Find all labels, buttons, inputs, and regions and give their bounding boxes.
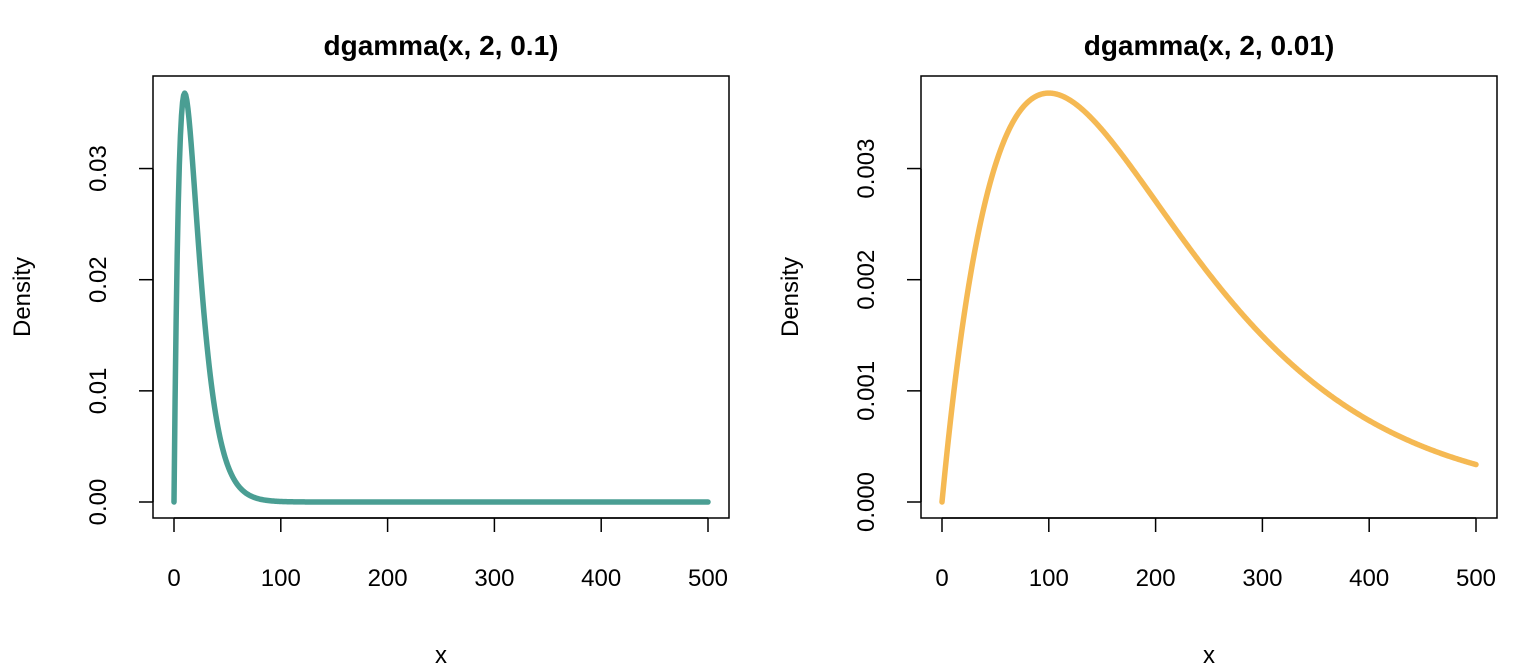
x-axis: 0 100 200 300 400 500 x — [935, 517, 1496, 669]
y-axis: 0.00 0.01 0.02 0.03 Density — [9, 145, 154, 526]
x-tick-label: 200 — [368, 565, 408, 592]
y-tick-label: 0.03 — [85, 145, 112, 192]
x-axis-label: x — [1203, 642, 1215, 669]
x-tick-label: 200 — [1136, 565, 1176, 592]
x-tick-label: 0 — [935, 565, 948, 592]
x-tick-label: 0 — [167, 565, 180, 592]
panel-left: dgamma(x, 2, 0.1) 0 100 200 300 400 500 x 0.0… — [9, 30, 730, 669]
plot-frame — [152, 75, 730, 519]
x-tick-label: 300 — [1242, 565, 1282, 592]
y-tick-label: 0.000 — [853, 472, 880, 532]
y-tick-label: 0.01 — [85, 367, 112, 414]
x-tick-label: 400 — [1349, 565, 1389, 592]
y-tick-label: 0.003 — [853, 139, 880, 199]
x-tick-label: 500 — [1456, 565, 1496, 592]
y-tick-label: 0.001 — [853, 361, 880, 421]
x-tick-label: 400 — [581, 565, 621, 592]
y-tick-label: 0.00 — [85, 479, 112, 526]
x-tick-label: 100 — [261, 565, 301, 592]
x-axis-label: x — [435, 642, 447, 669]
panel-right: dgamma(x, 2, 0.01) 0 100 200 300 400 500 x 0.… — [777, 30, 1498, 669]
x-tick-label: 500 — [688, 565, 728, 592]
density-series — [939, 90, 1479, 505]
y-axis-label: Density — [9, 257, 36, 337]
y-axis-label: Density — [777, 257, 804, 337]
y-tick-label: 0.02 — [85, 256, 112, 303]
y-axis: 0.000 0.001 0.002 0.003 Density — [777, 139, 922, 532]
chart-title: dgamma(x, 2, 0.01) — [1084, 30, 1335, 61]
y-tick-label: 0.002 — [853, 250, 880, 310]
plot-frame — [920, 75, 1498, 519]
x-tick-label: 100 — [1029, 565, 1069, 592]
density-line — [171, 90, 711, 505]
x-tick-label: 300 — [474, 565, 514, 592]
x-axis: 0 100 200 300 400 500 x — [167, 517, 728, 669]
chart-title: dgamma(x, 2, 0.1) — [324, 30, 559, 61]
density-line — [939, 90, 1479, 505]
density-series — [171, 90, 711, 505]
